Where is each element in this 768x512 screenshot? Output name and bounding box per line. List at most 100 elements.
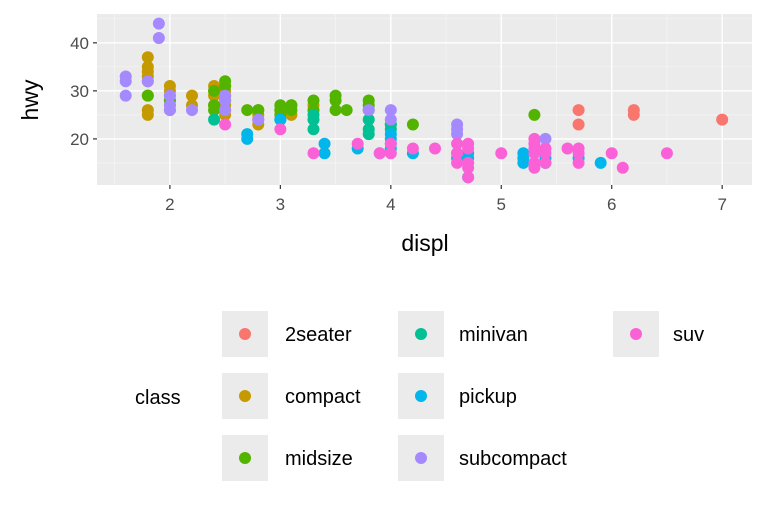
point-suv [219, 118, 232, 131]
legend-label-midsize: midsize [285, 448, 353, 470]
legend-label-pickup: pickup [459, 386, 517, 408]
y-tick-label: 20 [70, 130, 89, 149]
point-pickup [274, 113, 287, 126]
point-subcompact [119, 75, 132, 88]
legend-label-suv: suv [673, 324, 704, 346]
legend-label-subcompact: subcompact [459, 448, 567, 470]
point-2seater [627, 108, 640, 121]
y-axis-title: hwy [17, 79, 43, 120]
point-subcompact [119, 89, 132, 102]
axes: 2 3 4 5 6 7 20 30 40 [70, 34, 727, 214]
legend-label-2seater: 2seater [285, 324, 352, 346]
point-subcompact [152, 32, 165, 45]
point-subcompact [539, 132, 552, 145]
x-tick-label: 3 [276, 195, 285, 214]
point-compact [141, 51, 154, 64]
point-midsize [528, 108, 541, 121]
point-2seater [572, 104, 585, 117]
point-2seater [716, 113, 729, 126]
point-suv [462, 161, 475, 174]
point-suv [451, 156, 464, 169]
point-suv [451, 147, 464, 160]
point-subcompact [451, 128, 464, 141]
point-subcompact [384, 113, 397, 126]
point-subcompact [152, 17, 165, 30]
point-suv [660, 147, 673, 160]
legend-label-compact: compact [285, 386, 361, 408]
point-minivan [208, 113, 221, 126]
point-midsize [329, 104, 342, 117]
point-subcompact [219, 104, 232, 117]
point-2seater [572, 118, 585, 131]
legend-marker-minivan [415, 328, 427, 340]
point-suv [572, 156, 585, 169]
point-subcompact [163, 89, 176, 102]
point-subcompact [219, 89, 232, 102]
legend: class 2seater compact midsize minivan pickup… [135, 311, 704, 481]
point-pickup [594, 156, 607, 169]
point-midsize [274, 99, 287, 112]
point-suv [495, 147, 508, 160]
point-suv [561, 142, 574, 155]
legend-marker-subcompact [415, 452, 427, 464]
point-suv [528, 161, 541, 174]
y-tick-label: 40 [70, 34, 89, 53]
point-subcompact [252, 113, 265, 126]
point-pickup [241, 128, 254, 141]
x-tick-label: 4 [386, 195, 395, 214]
legend-label-minivan: minivan [459, 324, 528, 346]
data-points [119, 17, 729, 184]
point-minivan [362, 128, 375, 141]
legend-marker-midsize [239, 452, 251, 464]
point-midsize [340, 104, 353, 117]
point-suv [428, 142, 441, 155]
point-suv [572, 142, 585, 155]
point-suv [384, 147, 397, 160]
point-suv [605, 147, 618, 160]
point-suv [462, 171, 475, 184]
point-pickup [517, 156, 530, 169]
point-suv [406, 142, 419, 155]
point-suv [462, 142, 475, 155]
point-suv [451, 137, 464, 150]
x-tick-label: 7 [717, 195, 726, 214]
point-suv [539, 147, 552, 160]
legend-title: class [135, 387, 181, 409]
point-midsize [252, 104, 265, 117]
point-suv [616, 161, 629, 174]
point-suv [274, 123, 287, 136]
x-tick-label: 5 [497, 195, 506, 214]
point-suv [351, 137, 364, 150]
point-midsize [307, 94, 320, 107]
x-axis-title: displ [401, 230, 448, 256]
point-suv [528, 142, 541, 155]
point-midsize [208, 104, 221, 117]
point-suv [384, 137, 397, 150]
point-subcompact [362, 104, 375, 117]
point-compact [141, 108, 154, 121]
point-minivan [307, 123, 320, 136]
point-subcompact [163, 99, 176, 112]
point-suv [373, 147, 386, 160]
legend-marker-pickup [415, 390, 427, 402]
legend-marker-2seater [239, 328, 251, 340]
point-pickup [384, 128, 397, 141]
point-suv [307, 147, 320, 160]
point-midsize [329, 89, 342, 102]
x-tick-label: 2 [165, 195, 174, 214]
point-subcompact [141, 75, 154, 88]
x-tick-label: 6 [607, 195, 616, 214]
point-midsize [285, 104, 298, 117]
legend-marker-compact [239, 390, 251, 402]
point-subcompact [384, 104, 397, 117]
point-midsize [141, 89, 154, 102]
y-tick-label: 30 [70, 82, 89, 101]
point-minivan [362, 113, 375, 126]
point-compact [141, 65, 154, 78]
point-suv [539, 156, 552, 169]
legend-marker-suv [630, 328, 642, 340]
point-midsize [208, 84, 221, 97]
point-midsize [219, 80, 232, 93]
point-pickup [318, 147, 331, 160]
